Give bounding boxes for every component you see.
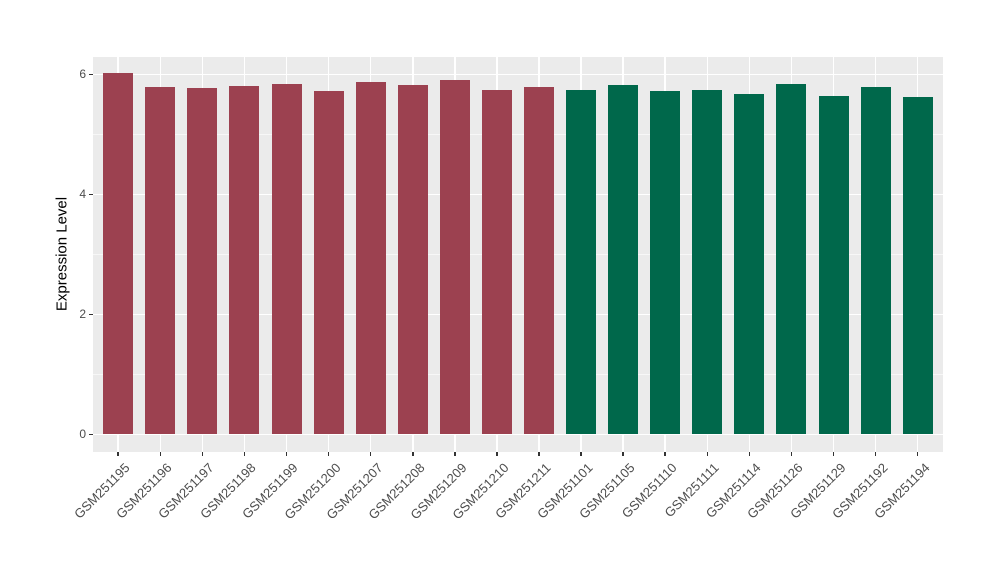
bar-GSM251101 (566, 90, 597, 434)
x-axis-tick (706, 452, 709, 456)
bar-GSM251200 (313, 91, 344, 434)
bar-GSM251197 (187, 88, 218, 434)
x-axis-tick (748, 452, 751, 456)
x-axis-tick (874, 452, 877, 456)
x-axis-tick (117, 452, 119, 456)
x-axis-tick (454, 452, 456, 456)
y-axis-tick (89, 433, 93, 435)
x-axis-tick (622, 452, 624, 456)
bar-GSM251111 (692, 89, 723, 434)
y-tick-label: 0 (79, 427, 86, 441)
minor-gridline (93, 254, 943, 255)
bar-GSM251211 (524, 87, 554, 434)
minor-gridline (93, 134, 943, 135)
y-tick-label: 2 (79, 307, 86, 321)
x-axis-tick (790, 452, 793, 456)
bar-GSM251208 (397, 84, 428, 434)
major-gridline (93, 433, 943, 435)
bar-GSM251207 (355, 81, 386, 434)
x-axis-tick (369, 452, 372, 456)
bar-GSM251209 (439, 80, 470, 434)
plot-panel (93, 57, 943, 452)
bar-GSM251194 (902, 96, 933, 434)
bar-GSM251198 (229, 86, 260, 434)
bar-GSM251105 (608, 85, 639, 434)
bar-GSM251192 (860, 87, 891, 434)
major-gridline (93, 313, 943, 315)
bar-GSM251210 (481, 90, 512, 434)
y-tick-label: 4 (79, 187, 86, 201)
y-axis-title: Expression Level (53, 196, 71, 312)
x-axis-tick (243, 452, 246, 456)
bar-GSM251129 (818, 96, 849, 434)
y-axis-tick (89, 193, 93, 195)
minor-gridline (93, 374, 943, 375)
x-axis-tick (201, 452, 204, 456)
y-axis-tick (89, 313, 93, 315)
x-axis-tick (538, 452, 540, 456)
bar-GSM251195 (103, 72, 134, 434)
x-axis-tick (285, 452, 288, 456)
x-axis-tick (916, 452, 919, 456)
major-gridline (93, 73, 943, 75)
major-gridline (93, 193, 943, 195)
bar-GSM251114 (734, 94, 765, 434)
x-axis-tick (496, 452, 498, 456)
bar-GSM251126 (776, 84, 807, 434)
x-axis-tick (327, 452, 330, 456)
x-axis-tick (412, 452, 414, 456)
bar-GSM251196 (145, 87, 176, 434)
bar-GSM251199 (271, 84, 302, 434)
y-axis-tick (89, 73, 93, 75)
x-axis-tick (159, 452, 162, 456)
y-tick-label: 6 (79, 67, 86, 81)
x-axis-tick (664, 452, 666, 456)
x-axis-tick (832, 452, 835, 456)
x-axis-tick (580, 452, 582, 456)
bar-GSM251110 (650, 90, 681, 434)
